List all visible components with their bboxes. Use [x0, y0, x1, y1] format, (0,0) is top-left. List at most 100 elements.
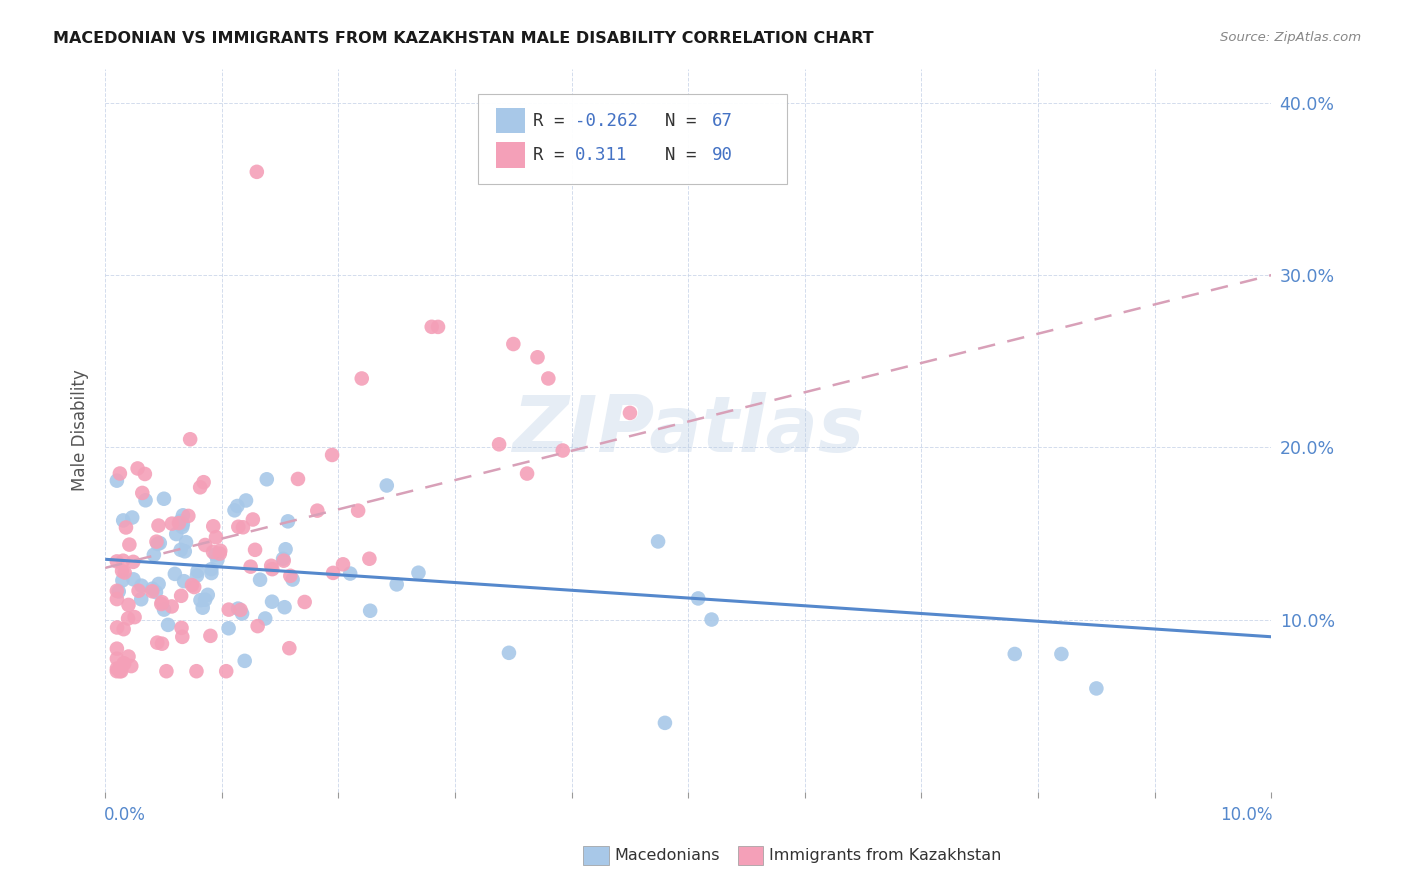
Point	[121, 510, 143, 524]
Point	[427, 319, 450, 334]
Point	[129, 592, 152, 607]
Text: 67: 67	[711, 112, 733, 129]
Point	[204, 548, 226, 562]
Point	[108, 664, 131, 678]
Point	[242, 512, 264, 526]
Point	[107, 584, 129, 599]
Text: ZIPatlas: ZIPatlas	[512, 392, 865, 468]
Point	[150, 637, 173, 651]
Point	[120, 659, 142, 673]
Point	[202, 545, 225, 559]
Point	[197, 588, 219, 602]
Point	[105, 620, 128, 634]
Point	[359, 604, 381, 618]
Bar	[496, 143, 524, 168]
Point	[172, 516, 194, 531]
Text: R =: R =	[533, 146, 565, 164]
Point	[232, 520, 254, 534]
Point	[172, 520, 194, 534]
Point	[278, 569, 301, 583]
Point	[173, 574, 195, 589]
Point	[141, 582, 163, 596]
Point	[149, 536, 172, 550]
Text: 90: 90	[711, 146, 733, 164]
Text: 0.311: 0.311	[575, 146, 627, 164]
Point	[148, 577, 170, 591]
Point	[170, 542, 193, 557]
Point	[273, 554, 295, 568]
Point	[208, 547, 231, 561]
Point	[131, 579, 153, 593]
Point	[359, 551, 381, 566]
Point	[307, 503, 329, 517]
Text: MACEDONIAN VS IMMIGRANTS FROM KAZAKHSTAN MALE DISABILITY CORRELATION CHART: MACEDONIAN VS IMMIGRANTS FROM KAZAKHSTAN…	[53, 31, 875, 46]
Point	[112, 554, 135, 568]
Point	[231, 607, 253, 621]
Point	[105, 474, 128, 488]
Point	[233, 654, 256, 668]
Point	[488, 437, 510, 451]
Point	[111, 564, 134, 578]
Point	[287, 472, 309, 486]
Point	[112, 657, 135, 671]
Point	[202, 519, 225, 533]
Point	[155, 664, 177, 678]
Point	[170, 589, 193, 603]
Point	[146, 635, 169, 649]
Point	[235, 493, 257, 508]
Text: 0.0%: 0.0%	[104, 806, 146, 824]
Point	[385, 577, 408, 591]
Point	[262, 562, 284, 576]
Point	[537, 371, 560, 385]
Point	[239, 559, 262, 574]
Point	[174, 535, 197, 549]
Point	[105, 651, 128, 665]
Point	[347, 503, 370, 517]
Point	[186, 664, 208, 678]
Point	[146, 537, 169, 551]
Point	[1004, 647, 1026, 661]
Point	[274, 542, 297, 557]
Point	[142, 548, 165, 562]
Point	[118, 538, 141, 552]
Point	[167, 516, 190, 530]
Point	[218, 602, 240, 616]
Point	[153, 491, 176, 506]
FancyBboxPatch shape	[478, 94, 787, 185]
Point	[1050, 647, 1073, 661]
Point	[170, 621, 193, 635]
Point	[249, 573, 271, 587]
Point	[177, 508, 200, 523]
Point	[117, 649, 139, 664]
Point	[229, 603, 252, 617]
Text: N =: N =	[665, 112, 696, 129]
Point	[169, 514, 191, 528]
Point	[200, 566, 222, 580]
Point	[502, 337, 524, 351]
Point	[145, 585, 167, 599]
Point	[408, 566, 430, 580]
Point	[254, 611, 277, 625]
Point	[128, 583, 150, 598]
Point	[112, 622, 135, 636]
Point	[619, 406, 641, 420]
Point	[260, 595, 283, 609]
Point	[243, 542, 266, 557]
Y-axis label: Male Disability: Male Disability	[72, 369, 89, 491]
Point	[183, 580, 205, 594]
Point	[228, 520, 250, 534]
Point	[124, 610, 146, 624]
Point	[112, 513, 135, 527]
Point	[105, 592, 128, 607]
Point	[135, 493, 157, 508]
Point	[122, 572, 145, 586]
Point	[117, 611, 139, 625]
Point	[112, 657, 135, 671]
Point	[188, 480, 211, 494]
Point	[160, 516, 183, 531]
Point	[209, 543, 232, 558]
Point	[114, 566, 136, 580]
Point	[145, 534, 167, 549]
Point	[516, 467, 538, 481]
Point	[173, 544, 195, 558]
